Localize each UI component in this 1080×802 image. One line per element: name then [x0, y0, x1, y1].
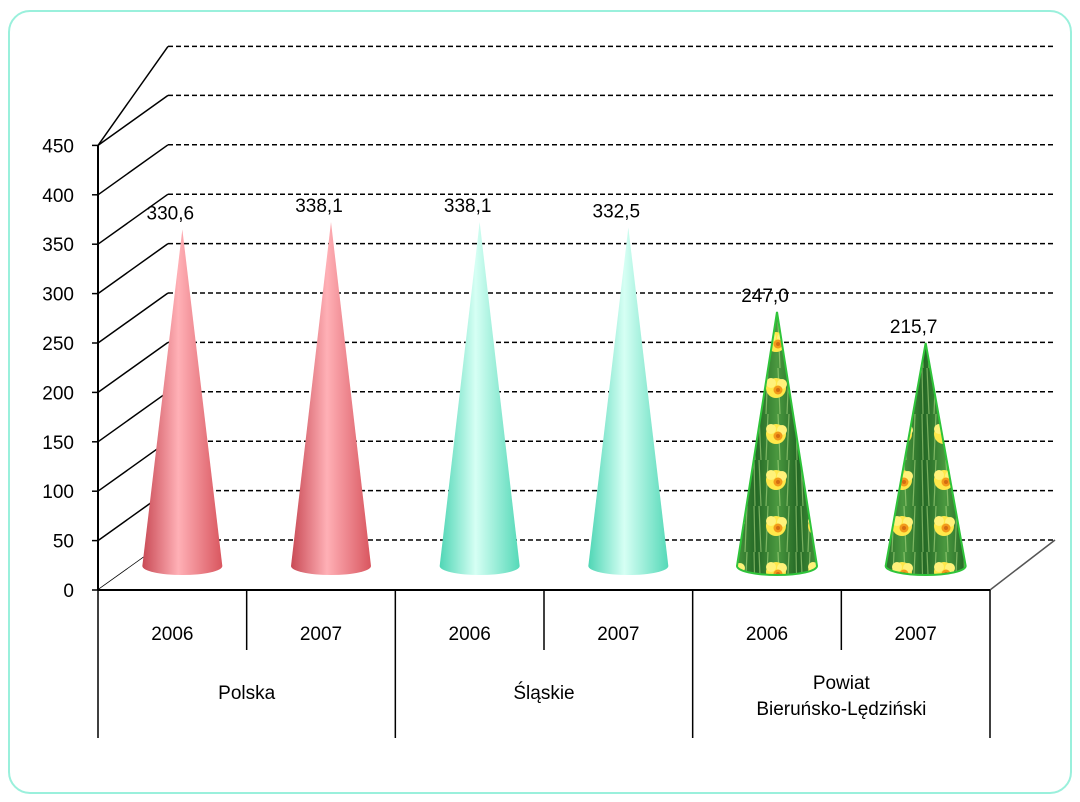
y-tick-label: 200 [42, 383, 74, 404]
x-tick-label: 2006 [746, 624, 788, 645]
group-label: Powiat [813, 673, 871, 694]
group-label: Bieruńsko-Lędziński [756, 699, 926, 720]
value-label: 247,0 [741, 286, 789, 307]
x-tick-label: 2006 [151, 624, 193, 645]
y-tick-label: 250 [42, 334, 74, 355]
y-tick-label: 100 [42, 482, 74, 503]
value-label: 338,1 [444, 196, 492, 217]
cone-1 [291, 222, 371, 575]
cone-5 [886, 343, 966, 575]
cone-2 [440, 222, 520, 575]
wall-line-150 [98, 392, 168, 442]
x-tick-label: 2007 [597, 624, 639, 645]
y-tick-label: 50 [53, 532, 74, 553]
y-tick-label: 300 [42, 285, 74, 306]
cone-3 [588, 227, 668, 575]
wall-line-300 [98, 244, 168, 294]
x-tick-label: 2006 [449, 624, 491, 645]
value-label: 330,6 [147, 203, 195, 224]
wall-line-top [98, 46, 168, 145]
y-tick-label: 150 [42, 433, 74, 454]
y-tick-label: 450 [42, 136, 74, 157]
value-label: 215,7 [890, 317, 938, 338]
y-tick-label: 350 [42, 235, 74, 256]
value-label: 338,1 [295, 196, 343, 217]
group-label: Śląskie [513, 682, 574, 704]
cone-4 [737, 312, 817, 575]
x-tick-label: 2007 [300, 624, 342, 645]
wall-line-200 [98, 342, 168, 392]
y-tick-label: 400 [42, 186, 74, 207]
value-label: 332,5 [593, 201, 641, 222]
wall-line-250 [98, 293, 168, 343]
y-tick-label: 0 [63, 581, 74, 602]
x-tick-label: 2007 [895, 624, 937, 645]
group-label: Polska [218, 683, 275, 704]
wall-line-450 [98, 95, 168, 145]
wall-line-400 [98, 145, 168, 195]
